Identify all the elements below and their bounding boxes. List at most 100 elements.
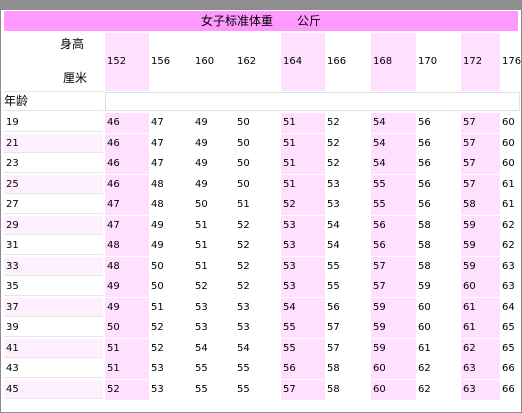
unit-label: 厘米 [63, 71, 88, 85]
age-cell: 31 [4, 236, 103, 255]
weight-cell: 47 [151, 117, 164, 128]
weight-cell: 63 [461, 380, 500, 400]
weight-cell: 59 [371, 339, 416, 359]
weight-cell: 56 [371, 236, 416, 256]
weight-cell: 48 [105, 257, 149, 277]
table-row: 33 48 50 51 52 53 55 57 58 59 63 [4, 257, 520, 277]
table-title: 女子标准体重 公斤 [4, 11, 518, 31]
weight-cell: 50 [195, 199, 208, 210]
table-row: 41 51 52 54 54 55 57 59 61 62 65 [4, 339, 520, 359]
weight-cell: 59 [418, 281, 431, 292]
weight-cell: 60 [418, 322, 431, 333]
top-bar [0, 0, 522, 10]
weight-cell: 50 [105, 318, 149, 338]
weight-cell: 49 [195, 158, 208, 169]
weight-cell: 55 [371, 195, 416, 215]
weight-cell: 53 [195, 322, 208, 333]
weight-cell: 59 [371, 298, 416, 318]
weight-cell: 47 [105, 216, 149, 236]
table-row: 19 46 47 49 50 51 52 54 56 57 60 [4, 113, 520, 133]
weight-cell: 57 [461, 154, 500, 174]
weight-cell: 51 [105, 359, 149, 379]
weight-cell: 57 [461, 113, 500, 133]
weight-cell: 53 [237, 302, 250, 313]
weight-cell: 59 [461, 257, 500, 277]
weight-cell: 54 [327, 240, 340, 251]
weight-cell: 53 [327, 179, 340, 190]
weight-cell: 51 [237, 199, 250, 210]
table-row: 21 46 47 49 50 51 52 54 56 57 60 [4, 134, 520, 154]
table-row: 35 49 50 52 52 53 55 57 59 60 63 [4, 277, 520, 297]
weight-cell: 58 [461, 195, 500, 215]
weight-cell: 55 [327, 281, 340, 292]
weight-cell: 62 [461, 339, 500, 359]
weight-cell: 51 [195, 220, 208, 231]
weight-cell: 61 [418, 343, 431, 354]
weight-cell: 57 [461, 134, 500, 154]
weight-cell: 51 [281, 113, 325, 133]
height-label: 身高 [60, 37, 85, 51]
weight-cell: 55 [327, 261, 340, 272]
weight-cell: 65 [502, 343, 515, 354]
table-row: 27 47 48 50 51 52 53 55 56 58 61 [4, 195, 520, 215]
weight-cell: 46 [105, 154, 149, 174]
weight-cell: 53 [281, 277, 325, 297]
weight-cell: 51 [195, 261, 208, 272]
weight-cell: 57 [371, 277, 416, 297]
weight-cell: 56 [418, 138, 431, 149]
weight-cell: 52 [327, 117, 340, 128]
weight-cell: 58 [327, 363, 340, 374]
weight-cell: 47 [151, 138, 164, 149]
height-header-cell: 160 [195, 56, 215, 67]
weight-cell: 66 [502, 384, 515, 395]
weight-cell: 49 [195, 138, 208, 149]
age-cell: 35 [4, 277, 103, 296]
weight-cell: 47 [151, 158, 164, 169]
weight-cell: 53 [327, 199, 340, 210]
weight-cell: 50 [151, 281, 164, 292]
weight-cell: 52 [237, 220, 250, 231]
table-row: 37 49 51 53 53 54 56 59 60 61 64 [4, 298, 520, 318]
weight-cell: 58 [418, 220, 431, 231]
weight-cell: 49 [105, 277, 149, 297]
table-row: 39 50 52 53 53 55 57 59 60 61 65 [4, 318, 520, 338]
weight-cell: 57 [461, 175, 500, 195]
age-header-band [105, 92, 520, 111]
weight-cell: 63 [502, 281, 515, 292]
weight-cell: 52 [327, 158, 340, 169]
weight-cell: 46 [105, 134, 149, 154]
height-header-cell: 166 [327, 56, 347, 67]
weight-cell: 58 [418, 261, 431, 272]
weight-cell: 52 [327, 138, 340, 149]
weight-cell: 52 [281, 195, 325, 215]
age-cell: 21 [4, 134, 103, 153]
weight-cell: 63 [502, 261, 515, 272]
weight-cell: 52 [195, 281, 208, 292]
weight-cell: 52 [237, 281, 250, 292]
weight-cell: 62 [418, 363, 431, 374]
weight-cell: 56 [371, 216, 416, 236]
weight-cell: 61 [502, 179, 515, 190]
weight-cell: 63 [461, 359, 500, 379]
age-cell: 39 [4, 318, 103, 337]
weight-cell: 55 [195, 384, 208, 395]
weight-cell: 60 [461, 277, 500, 297]
height-header-cell: 152 [105, 33, 149, 91]
weight-cell: 51 [281, 154, 325, 174]
weight-cell: 52 [151, 322, 164, 333]
weight-cell: 61 [502, 199, 515, 210]
weight-cell: 57 [327, 343, 340, 354]
weight-cell: 59 [461, 216, 500, 236]
weight-cell: 61 [461, 318, 500, 338]
weight-cell: 57 [281, 380, 325, 400]
weight-cell: 50 [151, 261, 164, 272]
height-header-cell: 162 [237, 56, 257, 67]
weight-cell: 55 [281, 339, 325, 359]
weight-cell: 54 [327, 220, 340, 231]
age-cell: 43 [4, 359, 103, 378]
weight-cell: 50 [237, 179, 250, 190]
weight-cell: 47 [105, 195, 149, 215]
weight-cell: 53 [281, 216, 325, 236]
weight-cell: 49 [195, 179, 208, 190]
weight-cell: 60 [371, 380, 416, 400]
